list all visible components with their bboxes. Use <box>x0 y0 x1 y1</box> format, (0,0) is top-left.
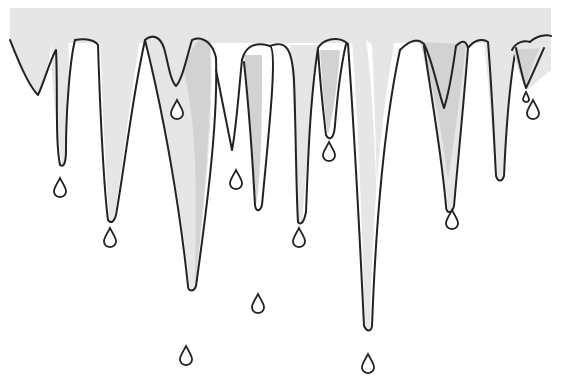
icicle-2 <box>74 38 146 224</box>
icicle-5 <box>317 38 401 332</box>
drop-4 <box>229 167 243 190</box>
drop-6 <box>179 343 193 366</box>
icicle-1 <box>9 39 76 167</box>
drop-11 <box>526 97 540 120</box>
icicle-3 <box>144 35 243 292</box>
drop-1 <box>53 175 67 198</box>
drops <box>53 89 540 374</box>
icicle-4 <box>241 43 319 225</box>
drop-10 <box>445 207 459 230</box>
icicle-8 <box>511 34 552 90</box>
drop-5 <box>251 291 265 314</box>
drop-8 <box>322 139 336 162</box>
ice-band <box>10 8 551 43</box>
icicle-7 <box>467 39 517 182</box>
drop-12 <box>522 89 530 103</box>
drop-3 <box>170 97 184 120</box>
drop-7 <box>292 225 306 248</box>
icicle-6 <box>399 39 469 213</box>
drop-2 <box>103 225 117 248</box>
drop-9 <box>361 351 375 374</box>
